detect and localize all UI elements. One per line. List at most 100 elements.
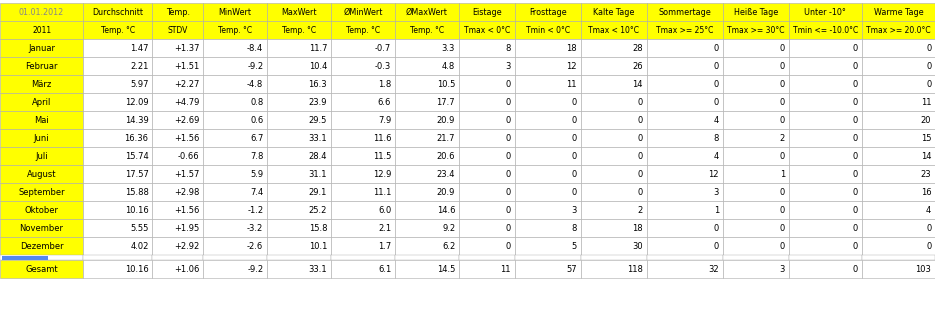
Text: 0: 0	[780, 223, 785, 233]
Bar	[83, 260, 152, 278]
Text: -9.2: -9.2	[247, 264, 264, 274]
Bar	[0, 201, 83, 219]
Bar	[723, 237, 789, 255]
Text: 28: 28	[632, 44, 643, 53]
Text: 8: 8	[571, 223, 577, 233]
Bar	[203, 57, 267, 75]
Text: 0.6: 0.6	[250, 115, 264, 125]
Text: 4: 4	[713, 115, 719, 125]
Bar	[152, 57, 203, 75]
Bar	[203, 21, 267, 39]
Bar	[0, 39, 83, 57]
Bar	[395, 237, 459, 255]
Text: 103: 103	[915, 264, 931, 274]
Text: 3: 3	[571, 206, 577, 215]
Text: ØMaxWert: ØMaxWert	[406, 8, 448, 17]
Text: 15: 15	[921, 134, 931, 143]
Text: 0: 0	[638, 187, 643, 197]
Bar	[203, 111, 267, 129]
Bar	[723, 75, 789, 93]
Text: Dezember: Dezember	[20, 242, 64, 251]
Bar	[789, 237, 862, 255]
Text: 6.7: 6.7	[250, 134, 264, 143]
Text: 30: 30	[632, 242, 643, 251]
Text: +2.27: +2.27	[174, 80, 199, 89]
Text: 0: 0	[780, 242, 785, 251]
Text: 0.8: 0.8	[250, 98, 264, 107]
Bar	[581, 260, 647, 278]
Bar	[723, 260, 789, 278]
Bar	[789, 165, 862, 183]
Text: 0: 0	[506, 80, 511, 89]
Text: 18: 18	[567, 44, 577, 53]
Text: 16.36: 16.36	[124, 134, 149, 143]
Text: 15.8: 15.8	[309, 223, 327, 233]
Text: 4: 4	[713, 151, 719, 161]
Text: 0: 0	[926, 223, 931, 233]
Bar	[267, 57, 331, 75]
Text: Temp. °C: Temp. °C	[410, 26, 444, 35]
Bar	[581, 255, 647, 260]
Bar	[152, 260, 203, 278]
Bar	[331, 165, 395, 183]
Text: 1.47: 1.47	[130, 44, 149, 53]
Bar	[267, 260, 331, 278]
Bar	[723, 129, 789, 147]
Bar	[514, 93, 581, 111]
Text: 0: 0	[506, 170, 511, 179]
Bar	[789, 39, 862, 57]
Bar	[862, 237, 935, 255]
Text: 18: 18	[632, 223, 643, 233]
Bar	[203, 219, 267, 237]
Text: Temp. °C: Temp. °C	[218, 26, 252, 35]
Text: 15.88: 15.88	[124, 187, 149, 197]
Bar	[83, 147, 152, 165]
Text: 17.7: 17.7	[437, 98, 455, 107]
Text: 14.5: 14.5	[437, 264, 455, 274]
Bar	[647, 93, 723, 111]
Bar	[83, 3, 152, 21]
Text: 5.55: 5.55	[130, 223, 149, 233]
Bar	[459, 75, 514, 93]
Bar	[514, 219, 581, 237]
Bar	[862, 219, 935, 237]
Text: Warme Tage: Warme Tage	[873, 8, 923, 17]
Bar	[83, 75, 152, 93]
Text: 6.2: 6.2	[442, 242, 455, 251]
Bar	[789, 260, 862, 278]
Bar	[331, 255, 395, 260]
Text: +1.57: +1.57	[174, 170, 199, 179]
Bar	[789, 111, 862, 129]
Bar	[459, 219, 514, 237]
Text: Tmax >= 25°C: Tmax >= 25°C	[656, 26, 713, 35]
Bar	[152, 111, 203, 129]
Bar	[331, 237, 395, 255]
Bar	[647, 3, 723, 21]
Text: 0: 0	[506, 151, 511, 161]
Bar	[514, 255, 581, 260]
Text: Tmax < 10°C: Tmax < 10°C	[588, 26, 640, 35]
Bar	[267, 21, 331, 39]
Bar	[581, 21, 647, 39]
Bar	[203, 237, 267, 255]
Text: 2.21: 2.21	[130, 62, 149, 71]
Text: Unter -10°: Unter -10°	[804, 8, 846, 17]
Bar	[647, 111, 723, 129]
Text: 11.5: 11.5	[373, 151, 391, 161]
Text: 0: 0	[853, 264, 858, 274]
Bar	[862, 111, 935, 129]
Text: -2.6: -2.6	[247, 242, 264, 251]
Bar	[459, 255, 514, 260]
Text: 31.1: 31.1	[309, 170, 327, 179]
Text: 14: 14	[632, 80, 643, 89]
Text: 20: 20	[921, 115, 931, 125]
Text: 26: 26	[632, 62, 643, 71]
Text: -1.2: -1.2	[247, 206, 264, 215]
Bar	[514, 147, 581, 165]
Text: 2.1: 2.1	[378, 223, 391, 233]
Text: März: März	[32, 80, 51, 89]
Text: 0: 0	[853, 187, 858, 197]
Bar	[395, 111, 459, 129]
Bar	[331, 111, 395, 129]
Bar	[331, 219, 395, 237]
